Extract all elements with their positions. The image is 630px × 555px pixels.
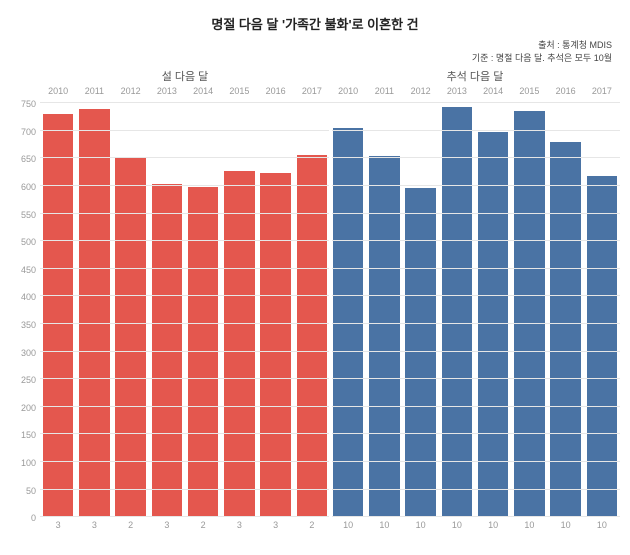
y-tick: 600 <box>21 182 36 192</box>
criteria-label: 기준 : 명절 다음 달. 추석은 모두 10월 <box>10 52 612 65</box>
y-axis: 0 50 100 150 200 250 300 350 400 450 500 550 600 650 7… <box>10 68 40 538</box>
bar-slot <box>475 104 511 517</box>
plot-region <box>40 104 620 518</box>
bar-slot <box>330 104 366 517</box>
bar-slot <box>221 104 257 517</box>
bar-slot <box>584 104 620 517</box>
bar <box>514 111 544 517</box>
bar <box>79 109 109 518</box>
month-label: 3 <box>76 520 112 538</box>
y-tick: 0 <box>31 513 36 523</box>
bar-slot <box>366 104 402 517</box>
month-label: 2 <box>113 520 149 538</box>
bar <box>478 132 508 517</box>
y-tick: 750 <box>21 99 36 109</box>
bar-slot <box>76 104 112 517</box>
month-label: 3 <box>221 520 257 538</box>
bar <box>405 188 435 517</box>
month-label: 3 <box>149 520 185 538</box>
bar-slot <box>511 104 547 517</box>
chart-container: 명절 다음 달 '가족간 불화'로 이혼한 건 출처 : 통계청 MDIS 기준… <box>0 0 630 555</box>
y-tick: 400 <box>21 292 36 302</box>
group-title: 추석 다음 달 <box>330 68 620 86</box>
y-tick: 650 <box>21 154 36 164</box>
y-tick: 150 <box>21 430 36 440</box>
y-tick: 100 <box>21 458 36 468</box>
bar-slot <box>439 104 475 517</box>
y-tick: 550 <box>21 210 36 220</box>
y-tick: 200 <box>21 403 36 413</box>
y-tick: 500 <box>21 237 36 247</box>
month-label: 10 <box>366 520 402 538</box>
month-label: 10 <box>548 520 584 538</box>
bar-slot <box>294 104 330 517</box>
chart-meta: 출처 : 통계청 MDIS 기준 : 명절 다음 달. 추석은 모두 10월 <box>10 39 620 64</box>
bar <box>442 107 472 517</box>
bar-slot <box>40 104 76 517</box>
gridline <box>40 102 620 103</box>
bar <box>224 171 254 517</box>
month-label: 3 <box>258 520 294 538</box>
month-label: 10 <box>330 520 366 538</box>
y-tick: 300 <box>21 348 36 358</box>
month-label: 3 <box>40 520 76 538</box>
month-row: 332323321010101010101010 <box>40 520 620 538</box>
bar <box>43 114 73 517</box>
bar <box>297 155 327 517</box>
bar-slot <box>548 104 584 517</box>
month-label: 2 <box>294 520 330 538</box>
bar <box>369 156 399 517</box>
y-tick: 50 <box>26 486 36 496</box>
bar <box>115 157 145 518</box>
y-tick: 350 <box>21 320 36 330</box>
month-label: 10 <box>439 520 475 538</box>
bar <box>587 176 617 517</box>
bar-slot <box>258 104 294 517</box>
y-tick: 250 <box>21 375 36 385</box>
chart-title: 명절 다음 달 '가족간 불화'로 이혼한 건 <box>10 14 620 33</box>
y-tick: 700 <box>21 127 36 137</box>
bar-slot <box>403 104 439 517</box>
bar <box>188 187 218 517</box>
group-title: 설 다음 달 <box>40 68 330 86</box>
chart-area: 0 50 100 150 200 250 300 350 400 450 500 550 600 650 7… <box>10 68 620 538</box>
plot-wrap: 설 다음 달추석 다음 달 20102011201220132014201520… <box>40 68 620 538</box>
month-label: 2 <box>185 520 221 538</box>
bar-slot <box>185 104 221 517</box>
bar-slot <box>149 104 185 517</box>
group-titles-row: 설 다음 달추석 다음 달 <box>40 68 620 86</box>
y-tick: 450 <box>21 265 36 275</box>
bar-slot <box>113 104 149 517</box>
month-label: 10 <box>475 520 511 538</box>
month-label: 10 <box>584 520 620 538</box>
group-divider <box>329 104 332 517</box>
month-label: 10 <box>511 520 547 538</box>
month-label: 10 <box>403 520 439 538</box>
bar <box>260 173 290 517</box>
source-label: 출처 : 통계청 MDIS <box>10 39 612 52</box>
